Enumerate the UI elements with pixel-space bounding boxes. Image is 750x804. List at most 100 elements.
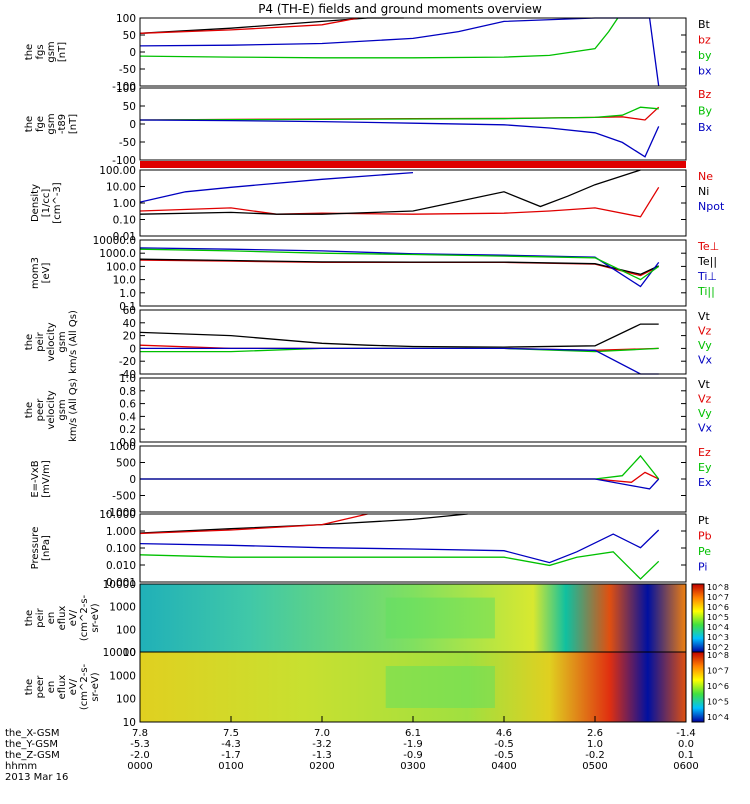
panel-1-ylabel: the fge gsm -t89 [nT] bbox=[24, 113, 79, 134]
ylabel-line: peir bbox=[35, 607, 46, 627]
ylabel-line: the bbox=[24, 116, 35, 132]
y-tick-label: 0.2 bbox=[119, 424, 136, 436]
ylabel-line: the bbox=[24, 44, 35, 60]
ylabel-line: fgs bbox=[35, 44, 46, 59]
ylabel-line: [1/cc] bbox=[41, 189, 52, 218]
legend-Vt: Vt bbox=[698, 378, 711, 391]
series-line-Pb bbox=[139, 513, 368, 535]
bottom-row-value: 6.1 bbox=[405, 728, 421, 739]
panel-frame bbox=[139, 513, 687, 583]
legend-Bx: Bx bbox=[698, 121, 713, 134]
series-line-By bbox=[139, 106, 659, 121]
ylabel-line: the bbox=[24, 334, 35, 350]
panel-8-ylabel: the peir en eflux eV/(cm^2-s-sr-eV) bbox=[24, 594, 101, 641]
ylabel-line: en bbox=[46, 612, 57, 625]
y-tick-label: 60 bbox=[123, 305, 136, 317]
legend-bz: bz bbox=[698, 34, 711, 47]
legend-Bz: Bz bbox=[698, 88, 712, 101]
ylabel-line: peer bbox=[35, 398, 46, 422]
y-tick-label: 100 bbox=[116, 694, 136, 706]
legend-Ey: Ey bbox=[698, 461, 712, 474]
y-tick-label: 0.01 bbox=[113, 231, 136, 243]
colorbar-tick-label: 10^7 bbox=[707, 593, 729, 602]
y-tick-label: 40 bbox=[123, 318, 136, 330]
ylabel-line: sr-eV) bbox=[90, 603, 101, 632]
bottom-row-value: -0.5 bbox=[494, 739, 514, 750]
series-line-Npot bbox=[139, 171, 414, 203]
y-tick-label: 10.0 bbox=[113, 275, 136, 287]
legend-Ni: Ni bbox=[698, 185, 709, 198]
y-tick-label: 0.8 bbox=[119, 386, 136, 398]
ylabel-line: gsm bbox=[57, 331, 68, 352]
panel-7-ylabel: Pressure [nPa] bbox=[30, 527, 52, 570]
ylabel-line: km/s (All Qs) bbox=[68, 378, 79, 442]
bottom-row-label: the_Y-GSM bbox=[5, 739, 58, 750]
legend-Npot: Npot bbox=[698, 200, 725, 213]
y-tick-label: 10000.0 bbox=[93, 235, 136, 247]
bottom-row-value: -4.3 bbox=[221, 739, 241, 750]
legend-Ti||: Ti|| bbox=[697, 285, 715, 298]
bottom-row-value: -1.7 bbox=[221, 750, 241, 761]
y-tick-label: 10000 bbox=[103, 647, 136, 659]
series-line-Vt bbox=[139, 323, 659, 348]
bottom-row-value: 7.8 bbox=[132, 728, 148, 739]
y-tick-label: 0.100 bbox=[106, 543, 136, 555]
ylabel-line: [nT] bbox=[68, 114, 79, 134]
panel-frame bbox=[139, 239, 687, 307]
colorbar-tick-label: 10^2 bbox=[707, 643, 729, 652]
y-tick-label: 0 bbox=[129, 119, 136, 131]
bottom-row-value: 0600 bbox=[673, 761, 698, 772]
y-tick-label: 1.0 bbox=[119, 373, 136, 385]
ylabel-line: peir bbox=[35, 331, 46, 351]
spectrogram-region bbox=[385, 597, 495, 639]
ylabel-line: eflux bbox=[57, 606, 68, 631]
bottom-row-value: -0.2 bbox=[585, 750, 605, 761]
ylabel-line: (cm^2-s- bbox=[79, 594, 90, 641]
panel-0-ylabel: the fgs gsm [nT] bbox=[24, 41, 68, 62]
y-tick-label: 10.00 bbox=[106, 182, 136, 194]
y-tick-label: 100.00 bbox=[99, 165, 136, 177]
y-tick-label: 1000.0 bbox=[99, 248, 136, 260]
bottom-row-value: -1.4 bbox=[676, 728, 696, 739]
y-tick-label: 0.0 bbox=[119, 437, 136, 449]
date-label: 2013 Mar 16 bbox=[5, 772, 68, 783]
panel-frame bbox=[139, 377, 687, 443]
bottom-row-value: 1.0 bbox=[587, 739, 603, 750]
ylabel-line: (cm^2-s- bbox=[79, 663, 90, 710]
y-tick-label: 0.001 bbox=[106, 577, 136, 589]
y-tick-label: -1000 bbox=[105, 507, 136, 519]
bottom-row-value: -0.9 bbox=[403, 750, 423, 761]
colorbar-tick-label: 10^4 bbox=[707, 713, 729, 722]
ylabel-line: velocity bbox=[46, 390, 57, 429]
panel-2-ylabel: Density [1/cc] [cm^-3] bbox=[30, 182, 63, 223]
ylabel-line: the bbox=[24, 610, 35, 626]
y-tick-label: 10.000 bbox=[99, 509, 136, 521]
y-tick-label: 1000 bbox=[109, 441, 136, 453]
legend-Ne: Ne bbox=[698, 170, 713, 183]
legend-By: By bbox=[698, 105, 713, 118]
y-tick-label: -500 bbox=[112, 491, 136, 503]
y-tick-label: 0 bbox=[129, 47, 136, 59]
panel-4-ylabel: the peir velocity gsm km/s (All Qs) bbox=[24, 310, 79, 374]
y-tick-label: 100 bbox=[116, 13, 136, 25]
panel-3-ylabel: mom3 [eV] bbox=[30, 257, 52, 289]
colorbar-tick-label: 10^6 bbox=[707, 603, 729, 612]
legend-Vt: Vt bbox=[698, 310, 711, 323]
series-line-Bt bbox=[139, 17, 404, 34]
y-tick-label: 0.010 bbox=[106, 560, 136, 572]
legend-Pi: Pi bbox=[698, 561, 707, 574]
legend-Vy: Vy bbox=[698, 339, 712, 352]
legend-Pe: Pe bbox=[698, 545, 711, 558]
bottom-row-value: -1.9 bbox=[403, 739, 423, 750]
legend-Ti⊥: Ti⊥ bbox=[697, 270, 717, 283]
ylabel-line: fge bbox=[35, 116, 46, 132]
legend-Ez: Ez bbox=[698, 446, 711, 459]
bottom-row-value: -0.5 bbox=[494, 750, 514, 761]
ylabel-line: peer bbox=[35, 675, 46, 699]
legend-Vy: Vy bbox=[698, 407, 712, 420]
colorbar-tick-label: 10^5 bbox=[707, 698, 729, 707]
ylabel-line: velocity bbox=[46, 322, 57, 361]
bottom-row-value: 0400 bbox=[491, 761, 516, 772]
